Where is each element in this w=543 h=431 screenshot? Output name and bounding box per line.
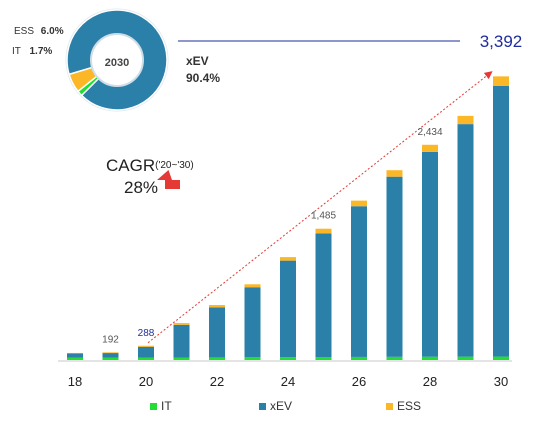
bar-xev-22 bbox=[209, 307, 225, 358]
x-tick-label-18: 18 bbox=[68, 374, 82, 389]
bar-ess-23 bbox=[244, 284, 261, 288]
bar-xev-20 bbox=[138, 346, 154, 358]
legend: IT xEV ESS bbox=[150, 399, 421, 413]
bar-ess-30 bbox=[493, 76, 509, 86]
data-label-20: 288 bbox=[138, 328, 155, 339]
donut-it-value: 1.7% bbox=[30, 46, 53, 57]
bar-it-28 bbox=[422, 356, 438, 360]
donut-hole bbox=[90, 33, 144, 87]
bar-it-30 bbox=[493, 356, 509, 360]
donut-center-label: 2030 bbox=[105, 57, 129, 69]
cagr-value: 28% bbox=[124, 178, 158, 197]
bar-it-27 bbox=[386, 356, 403, 360]
x-tick-label-26: 26 bbox=[352, 374, 366, 389]
bar-it-25 bbox=[315, 357, 332, 360]
bar-xev-25 bbox=[315, 233, 332, 358]
x-tick-label-24: 24 bbox=[281, 374, 295, 389]
growth-arrow-icon bbox=[157, 170, 180, 189]
bar-xev-18 bbox=[67, 353, 83, 358]
bar-ess-29 bbox=[457, 115, 474, 125]
bar-it-18 bbox=[67, 357, 83, 360]
bar-ess-21 bbox=[173, 323, 190, 325]
bar-ess-24 bbox=[280, 257, 296, 261]
bar-it-20 bbox=[138, 357, 154, 360]
bar-it-29 bbox=[457, 356, 474, 360]
bar-it-23 bbox=[244, 357, 261, 360]
bar-it-22 bbox=[209, 357, 225, 360]
data-label-28: 2,434 bbox=[417, 127, 442, 138]
bar-it-19 bbox=[102, 357, 119, 360]
bar-it-21 bbox=[173, 357, 190, 360]
cagr-label: CAGR bbox=[106, 156, 155, 175]
donut-label-xev-name: xEV bbox=[186, 54, 209, 68]
bar-ess-20 bbox=[138, 345, 154, 347]
donut-label-it: IT 1.7% bbox=[12, 46, 52, 57]
bar-ess-25 bbox=[315, 228, 332, 234]
legend-label-ess: ESS bbox=[397, 399, 421, 413]
legend-swatch-ess bbox=[386, 403, 393, 410]
x-tick-label-22: 22 bbox=[210, 374, 224, 389]
data-label-25: 1,485 bbox=[311, 211, 336, 222]
bar-xev-30 bbox=[493, 85, 509, 357]
bar-ess-26 bbox=[351, 200, 367, 207]
bar-it-26 bbox=[351, 356, 367, 360]
cagr-period: ('20~'30) bbox=[155, 160, 194, 171]
x-tick-label-20: 20 bbox=[139, 374, 153, 389]
data-labels: 192 288 1,485 2,434 3,392 bbox=[102, 32, 522, 345]
bar-ess-27 bbox=[386, 170, 403, 177]
bar-xev-19 bbox=[102, 353, 119, 358]
legend-swatch-it bbox=[150, 403, 157, 410]
bar-xev-24 bbox=[280, 260, 296, 358]
bar-xev-23 bbox=[244, 287, 261, 358]
bar-xev-27 bbox=[386, 176, 403, 357]
x-tick-label-30: 30 bbox=[494, 374, 508, 389]
bar-xev-28 bbox=[422, 151, 438, 357]
bar-xev-29 bbox=[457, 124, 474, 357]
x-tick-label-28: 28 bbox=[423, 374, 437, 389]
donut-label-xev-value: 90.4% bbox=[186, 71, 220, 85]
donut-ess-name: ESS bbox=[14, 26, 34, 37]
bar-ess-19 bbox=[102, 352, 119, 354]
bar-xev-26 bbox=[351, 206, 367, 357]
bar-xev-21 bbox=[173, 324, 190, 358]
data-label-30: 3,392 bbox=[480, 32, 523, 51]
cagr-title: CAGR('20~'30) bbox=[106, 156, 194, 175]
bar-stacks bbox=[67, 76, 509, 360]
legend-swatch-xev bbox=[259, 403, 266, 410]
bar-ess-28 bbox=[422, 144, 438, 152]
donut-ess-value: 6.0% bbox=[41, 26, 64, 37]
bar-it-24 bbox=[280, 357, 296, 360]
donut-it-name: IT bbox=[12, 46, 21, 57]
donut-label-ess: ESS 6.0% bbox=[14, 26, 64, 37]
legend-label-xev: xEV bbox=[270, 399, 292, 413]
trend-line bbox=[147, 71, 493, 344]
bar-ess-18 bbox=[67, 352, 83, 354]
donut-chart bbox=[65, 8, 169, 112]
data-label-19: 192 bbox=[102, 334, 119, 345]
legend-label-it: IT bbox=[161, 399, 172, 413]
bar-ess-22 bbox=[209, 305, 225, 308]
x-tick-labels: 18 20 22 24 26 28 30 bbox=[68, 374, 508, 389]
